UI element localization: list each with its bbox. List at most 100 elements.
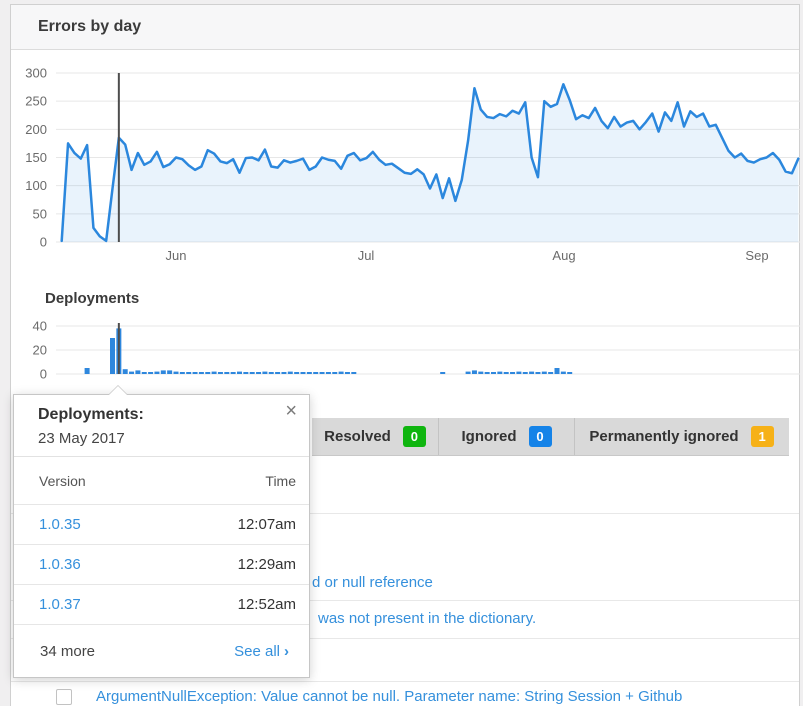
tab-ignored[interactable]: Ignored 0 — [438, 418, 574, 455]
deployment-bar[interactable] — [154, 371, 160, 374]
popup-title: Deployments: — [38, 406, 144, 423]
axis-tick-label: 100 — [25, 178, 47, 193]
deployment-bar[interactable] — [560, 371, 566, 374]
deployment-bar[interactable] — [211, 371, 217, 374]
deployment-bar[interactable] — [478, 371, 484, 374]
axis-tick-label: 200 — [25, 122, 47, 137]
deployment-bar[interactable] — [313, 372, 319, 374]
deployment-bar[interactable] — [287, 371, 293, 374]
deployment-bar[interactable] — [141, 372, 147, 374]
deployment-row: 1.0.37 12:52am — [14, 585, 309, 625]
close-icon[interactable]: × — [285, 400, 297, 422]
month-label: Jul — [358, 248, 375, 263]
version-link[interactable]: 1.0.37 — [39, 596, 81, 613]
deployment-bar[interactable] — [84, 368, 90, 374]
errors-panel: Errors by day 0 50 100 150 200 250 300 0 20 40 Jun… — [10, 4, 800, 706]
deployment-bar[interactable] — [471, 370, 477, 374]
column-version: Version — [39, 472, 86, 489]
deployment-bar[interactable] — [300, 372, 306, 374]
version-link[interactable]: 1.0.36 — [39, 556, 81, 573]
deployment-bar[interactable] — [281, 372, 287, 374]
axis-tick-label: 300 — [25, 66, 47, 81]
popup-arrow — [109, 386, 127, 395]
deployment-bar[interactable] — [529, 371, 535, 374]
deployment-bar[interactable] — [243, 372, 249, 374]
deployment-bar[interactable] — [319, 372, 325, 374]
tab-badge: 1 — [750, 426, 774, 447]
tab-badge: 0 — [528, 426, 552, 447]
popup-table-header: Version Time — [14, 457, 309, 505]
deployment-bar[interactable] — [275, 372, 281, 374]
tab-badge: 0 — [402, 426, 426, 447]
row-divider — [11, 638, 799, 639]
deployments-title: Deployments — [45, 290, 140, 307]
deployment-bar[interactable] — [484, 372, 490, 374]
deployment-bar[interactable] — [522, 372, 528, 374]
errors-area — [61, 84, 799, 243]
deployment-bar[interactable] — [497, 371, 503, 374]
deployment-bar[interactable] — [535, 372, 541, 374]
deployment-bar[interactable] — [554, 368, 560, 374]
deployment-bar[interactable] — [344, 372, 350, 374]
deployment-bar[interactable] — [217, 372, 223, 374]
deployment-bar[interactable] — [567, 372, 573, 374]
errors-line — [60, 83, 800, 243]
deployment-bar[interactable] — [541, 371, 547, 374]
deployment-bar[interactable] — [325, 372, 331, 374]
deployment-bar[interactable] — [332, 372, 338, 374]
deployment-bar[interactable] — [465, 371, 471, 374]
error-link-fragment[interactable]: d or null reference — [312, 574, 433, 591]
deployment-bar[interactable] — [503, 372, 509, 374]
deployment-bar[interactable] — [491, 372, 496, 374]
deployment-bar[interactable] — [186, 372, 192, 374]
deployment-bar[interactable] — [205, 372, 211, 374]
row-divider — [11, 513, 799, 514]
deployment-bar[interactable] — [516, 371, 522, 374]
deployment-bar[interactable] — [268, 372, 274, 374]
month-label: Aug — [552, 248, 575, 263]
deployment-bar[interactable] — [510, 372, 516, 374]
deployment-bar[interactable] — [237, 371, 242, 374]
error-link-fragment[interactable]: was not present in the dictionary. — [318, 610, 537, 627]
deployment-bar[interactable] — [148, 372, 154, 374]
tab-label: Resolved — [324, 428, 391, 445]
deployment-bar[interactable] — [160, 370, 166, 374]
deployment-bar[interactable] — [192, 372, 198, 374]
deployment-bar[interactable] — [294, 372, 300, 374]
deployment-bar[interactable] — [135, 370, 141, 374]
deployment-bar[interactable] — [224, 372, 230, 374]
tab-resolved[interactable]: Resolved 0 — [312, 418, 438, 455]
tab-permanently-ignored[interactable]: Permanently ignored 1 — [574, 418, 788, 455]
deployment-bar[interactable] — [262, 371, 268, 374]
deployment-bar[interactable] — [167, 370, 173, 374]
deployment-bar[interactable] — [179, 372, 185, 374]
deploy-time: 12:52am — [237, 596, 296, 613]
deployment-bar[interactable] — [351, 372, 357, 374]
see-all-label: See all — [234, 642, 280, 660]
deployment-bar[interactable] — [230, 372, 236, 374]
deployment-row: 1.0.35 12:07am — [14, 505, 309, 545]
deployment-bar[interactable] — [198, 372, 204, 374]
deployment-bar[interactable] — [122, 369, 128, 374]
deployment-bar[interactable] — [173, 371, 179, 374]
row-divider — [11, 600, 799, 601]
see-all-link[interactable]: See all › — [234, 643, 289, 660]
version-link[interactable]: 1.0.35 — [39, 516, 81, 533]
deployment-bar[interactable] — [306, 372, 312, 374]
tab-label: Ignored — [461, 428, 517, 445]
error-row-checkbox[interactable] — [56, 689, 72, 705]
panel-header: Errors by day — [11, 5, 799, 50]
error-link[interactable]: ArgumentNullException: Value cannot be n… — [96, 688, 683, 705]
deployment-bar[interactable] — [110, 338, 115, 374]
axis-tick-label: 50 — [33, 206, 47, 221]
deployment-bar[interactable] — [338, 371, 344, 374]
deployment-bar[interactable] — [256, 372, 262, 374]
axis-tick-label: 0 — [40, 367, 47, 382]
popup-header: Deployments: 23 May 2017 — [14, 395, 309, 457]
deployment-bar[interactable] — [129, 371, 135, 374]
deployment-bar[interactable] — [249, 372, 255, 374]
deployment-bar[interactable] — [548, 372, 554, 374]
popup-footer: 34 more See all › — [14, 625, 309, 677]
deployment-bar[interactable] — [440, 372, 446, 374]
